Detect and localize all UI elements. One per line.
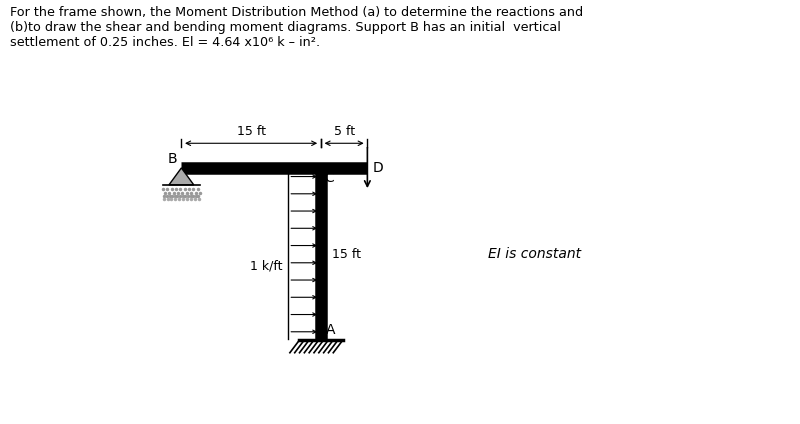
Text: 15 ft: 15 ft xyxy=(237,125,266,138)
Text: 5 ft: 5 ft xyxy=(334,125,354,138)
Text: B: B xyxy=(168,152,178,166)
Polygon shape xyxy=(169,168,194,185)
Text: A: A xyxy=(326,323,336,337)
Text: D: D xyxy=(373,161,383,175)
Text: 1 k/ft: 1 k/ft xyxy=(250,259,283,272)
Text: 15 ft: 15 ft xyxy=(333,248,362,261)
Text: C: C xyxy=(324,171,334,185)
Text: EI is constant: EI is constant xyxy=(487,247,581,261)
Text: For the frame shown, the Moment Distribution Method (a) to determine the reactio: For the frame shown, the Moment Distribu… xyxy=(10,6,582,49)
